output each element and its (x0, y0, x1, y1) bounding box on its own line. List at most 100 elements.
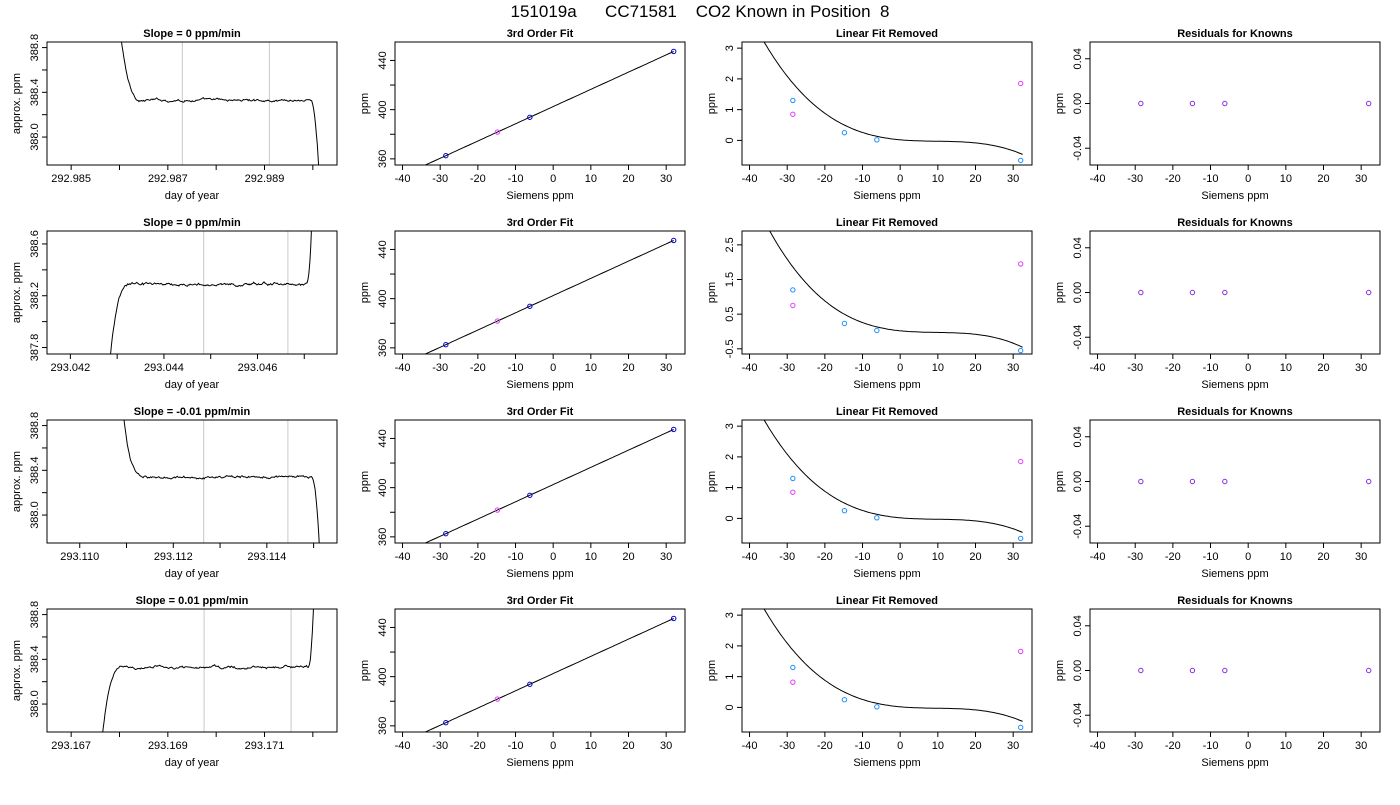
x-tick-label: 0 (550, 740, 556, 752)
y-tick-label: 0 (724, 137, 736, 143)
y-tick-label: 400 (377, 667, 389, 685)
y-axis-label: ppm (1054, 471, 1066, 492)
panel-2-3: Linear Fit Removed -40 -30 -20 -10 0 10 20 30 -0.… (706, 217, 1033, 391)
y-tick-label: 0.00 (1072, 282, 1084, 303)
data-point (1366, 667, 1372, 674)
y-tick-label: -0.04 (1072, 703, 1084, 728)
x-tick-label: -10 (508, 551, 524, 563)
data-point (790, 489, 796, 495)
x-tick-label: 10 (585, 740, 597, 752)
x-tick-label: -20 (1165, 740, 1181, 752)
x-tick-label: 10 (1280, 740, 1292, 752)
x-tick-label: 30 (660, 551, 672, 563)
data-point (1018, 347, 1024, 354)
fit-curve (424, 429, 674, 543)
x-tick-label: -30 (432, 362, 448, 374)
x-tick-label: 30 (660, 173, 672, 185)
data-point (1222, 289, 1228, 296)
x-tick-label: -20 (470, 173, 486, 185)
x-tick-label: -20 (817, 551, 833, 563)
y-tick-label: 2 (724, 76, 736, 82)
x-tick-label: 0 (1245, 740, 1251, 752)
y-tick-label: 0.5 (724, 307, 736, 322)
x-tick-label: -30 (432, 173, 448, 185)
x-tick-label: -10 (855, 551, 871, 563)
plot-frame (1089, 419, 1381, 544)
data-point (1189, 667, 1196, 674)
plot-frame (394, 608, 686, 733)
panel-4-1: Slope = 0.01 ppm/min 293.167 293.169 293.17… (11, 595, 338, 769)
panel-1-3: Linear Fit Removed -40 -30 -20 -10 0 10 20 30 0 1 2… (706, 28, 1033, 202)
panel-title: Slope = 0 ppm/min (143, 217, 241, 229)
data-point (494, 696, 501, 702)
y-tick-label: 388.8 (29, 601, 41, 629)
x-tick-label: 0 (1245, 362, 1251, 374)
panel-1-1: Slope = 0 ppm/min 292.985 292.987 292.989 38… (11, 28, 338, 202)
x-tick-label: -40 (742, 740, 758, 752)
x-tick-label: -30 (779, 173, 795, 185)
plot-area (769, 231, 1024, 354)
panel-title: Residuals for Knowns (1177, 595, 1293, 607)
y-tick-label: 0.04 (1072, 48, 1084, 69)
y-axis-label: ppm (359, 471, 371, 492)
x-tick-label: 0 (897, 551, 903, 563)
y-tick-label: 0.00 (1072, 660, 1084, 681)
plot-area (123, 420, 320, 543)
x-tick-label: 30 (660, 362, 672, 374)
y-axis-label: ppm (1054, 282, 1066, 303)
x-tick-label: -20 (817, 173, 833, 185)
data-point (1018, 648, 1024, 655)
data-point (443, 152, 449, 159)
y-axis-label: ppm (1054, 93, 1066, 114)
data-point (1138, 289, 1144, 296)
x-tick-label: 292.985 (51, 173, 91, 185)
x-tick-label: 30 (1355, 173, 1367, 185)
y-tick-label: 2 (724, 454, 736, 460)
plot-frame (741, 419, 1033, 544)
panel-4-3: Linear Fit Removed -40 -30 -20 -10 0 10 20 30 0 1 2… (706, 595, 1033, 769)
plot-frame (1089, 41, 1381, 166)
data-point (790, 111, 796, 117)
data-point (790, 97, 796, 104)
x-tick-label: -30 (779, 362, 795, 374)
x-tick-label: 293.171 (245, 740, 285, 752)
plot-area (424, 237, 677, 354)
y-tick-label: 388.0 (29, 690, 41, 718)
data-point (790, 302, 796, 309)
fit-curve (769, 231, 1023, 348)
plot-area (1138, 289, 1372, 296)
plot-area (110, 231, 312, 354)
y-tick-label: 0 (724, 515, 736, 521)
plot-frame (394, 419, 686, 544)
plot-area (763, 609, 1024, 731)
x-tick-label: -20 (1165, 362, 1181, 374)
data-point (841, 320, 848, 327)
x-axis-label: Siemens ppm (506, 568, 573, 580)
x-tick-label: -40 (742, 173, 758, 185)
x-tick-label: 293.046 (238, 362, 278, 374)
x-tick-label: -30 (432, 551, 448, 563)
x-axis-label: Siemens ppm (1201, 190, 1268, 202)
x-tick-label: -10 (508, 362, 524, 374)
y-tick-label: 0.00 (1072, 471, 1084, 492)
x-tick-label: 10 (932, 362, 944, 374)
x-tick-label: -40 (1090, 551, 1106, 563)
panel-1-4: Residuals for Knowns -40 -30 -20 -10 0 10 20 30 -… (1054, 28, 1381, 202)
x-tick-label: -20 (817, 740, 833, 752)
panel-title: Slope = -0.01 ppm/min (134, 406, 251, 418)
y-tick-label: 400 (377, 478, 389, 496)
x-axis-label: Siemens ppm (853, 757, 920, 769)
panel-title: Residuals for Knowns (1177, 217, 1293, 229)
plot-area (102, 609, 314, 732)
x-tick-label: 10 (1280, 362, 1292, 374)
x-tick-label: -30 (779, 551, 795, 563)
x-axis-label: day of year (165, 568, 220, 580)
y-tick-label: 388.4 (29, 457, 41, 485)
x-tick-label: -10 (1203, 173, 1219, 185)
y-axis-label: ppm (359, 93, 371, 114)
data-point (790, 679, 796, 685)
y-axis-label: ppm (706, 660, 718, 681)
ppm-trace (123, 420, 320, 543)
x-tick-label: -10 (1203, 362, 1219, 374)
